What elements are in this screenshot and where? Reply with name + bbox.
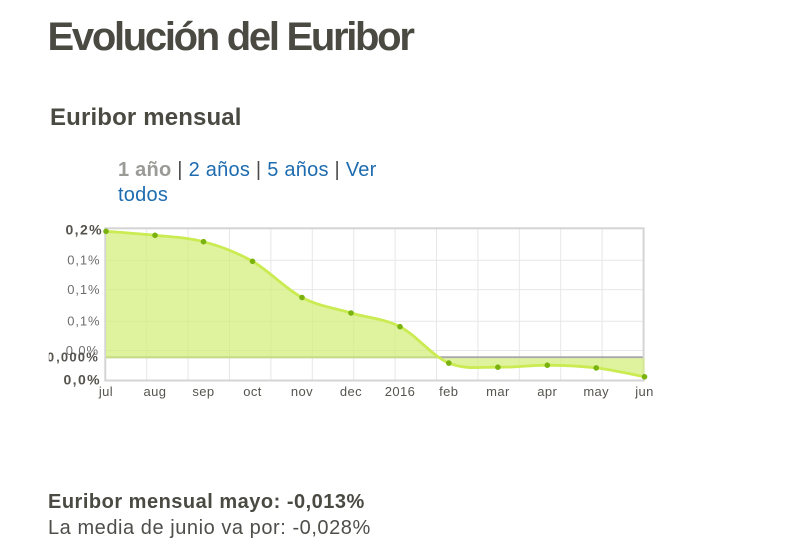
- svg-text:0,0%: 0,0%: [66, 343, 99, 358]
- svg-text:mar: mar: [486, 384, 510, 399]
- svg-text:0,0%: 0,0%: [63, 372, 101, 388]
- svg-text:dec: dec: [340, 384, 362, 399]
- svg-text:aug: aug: [144, 384, 167, 399]
- svg-text:apr: apr: [537, 384, 557, 399]
- svg-text:oct: oct: [243, 384, 262, 399]
- svg-text:0,2%: 0,2%: [65, 222, 103, 238]
- svg-text:0,1%: 0,1%: [67, 252, 100, 267]
- svg-text:jun: jun: [634, 384, 654, 399]
- svg-text:may: may: [583, 384, 609, 399]
- svg-text:feb: feb: [439, 384, 458, 399]
- svg-text:0,1%: 0,1%: [67, 282, 100, 297]
- svg-text:0: 0: [47, 350, 55, 365]
- svg-text:jul: jul: [98, 384, 113, 399]
- svg-text:,000%: ,000%: [56, 350, 99, 365]
- svg-text:sep: sep: [192, 384, 214, 399]
- svg-text:2016: 2016: [385, 384, 416, 399]
- svg-text:0,1%: 0,1%: [67, 313, 100, 328]
- svg-text:nov: nov: [291, 384, 313, 399]
